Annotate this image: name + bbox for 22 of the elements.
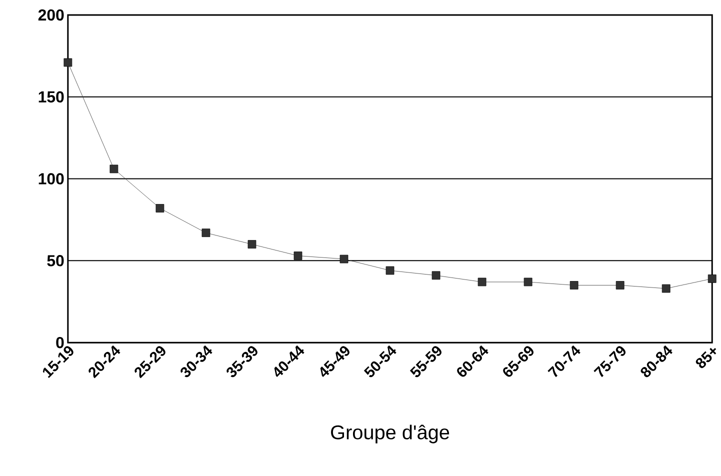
- point: [616, 280, 624, 290]
- point: [294, 251, 302, 260]
- point: [524, 278, 532, 286]
- y-tick-label: 100: [38, 172, 64, 184]
- y-tick-label: 50: [47, 254, 64, 266]
- x-tick-label: 85+: [696, 348, 716, 368]
- y-tick-label: 200: [38, 9, 64, 20]
- x-axis-title: Groupe d'âge: [331, 424, 450, 444]
- point: [432, 271, 440, 280]
- point: [202, 228, 210, 237]
- point: [708, 274, 716, 283]
- y-tick-label: 150: [38, 91, 64, 102]
- point: [64, 58, 72, 66]
- y-tick-label: 0: [56, 336, 64, 348]
- point: [662, 284, 670, 292]
- point: [340, 254, 348, 264]
- point: [570, 280, 578, 290]
- point: [478, 278, 486, 286]
- point: [386, 266, 394, 274]
- point: [110, 164, 118, 173]
- point: [248, 240, 256, 248]
- point: [156, 204, 164, 212]
